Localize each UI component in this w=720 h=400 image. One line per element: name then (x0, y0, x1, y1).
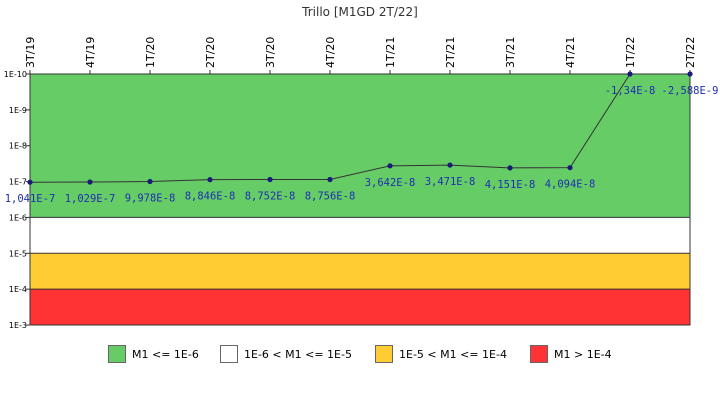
y-tick-label: 1E-6 (9, 213, 27, 222)
data-label: 3,642E-8 (365, 177, 416, 189)
y-tick-label: 1E-5 (9, 249, 27, 258)
y-tick-label: 1E-7 (9, 178, 27, 187)
legend-label: M1 > 1E-4 (554, 348, 612, 361)
data-point (687, 71, 693, 77)
x-tick-label: 3T/20 (264, 37, 277, 68)
chart-title: Trillo [M1GD 2T/22] (301, 5, 418, 19)
y-tick-label: 1E-10 (4, 70, 27, 79)
data-point (627, 71, 633, 77)
legend-label: M1 <= 1E-6 (132, 348, 199, 361)
x-tick-label: 2T/22 (684, 37, 697, 68)
data-line (29, 73, 690, 183)
series-line (29, 73, 690, 183)
data-label: 8,846E-8 (185, 191, 236, 203)
band-1 (30, 217, 690, 254)
data-point (207, 177, 213, 183)
x-tick-label: 2T/20 (204, 37, 217, 68)
data-point (567, 165, 573, 171)
risk-bands (30, 74, 690, 325)
data-point (147, 178, 153, 185)
band-0 (30, 74, 690, 218)
data-labels: 1,041E-7 1,029E-7 9,978E-8 8,846E-8 8,752E-8… (5, 85, 719, 205)
x-tick-label: 1T/20 (144, 37, 157, 68)
data-point (27, 179, 33, 185)
data-point (387, 163, 393, 169)
data-label: 3,471E-8 (425, 176, 476, 188)
data-point (447, 162, 453, 168)
y-tick-label: 1E-4 (9, 285, 27, 294)
y-tick-label: 1E-8 (9, 142, 27, 151)
data-label: 1,029E-7 (65, 193, 116, 205)
legend-swatch-red (530, 345, 548, 363)
data-label: 8,752E-8 (245, 190, 296, 202)
legend-swatch-yellow (375, 345, 393, 363)
legend-label: 1E-5 < M1 <= 1E-4 (399, 348, 507, 361)
plot-frame (29, 73, 691, 326)
x-tick-label: 4T/20 (324, 37, 337, 68)
data-point (507, 165, 513, 171)
data-label: 9,978E-8 (125, 193, 176, 205)
x-tick-label: 1T/21 (384, 37, 397, 68)
x-tick-label: 4T/21 (564, 37, 577, 68)
x-tick-label: 4T/19 (84, 37, 97, 68)
data-point (327, 176, 333, 183)
legend: M1 <= 1E-6 1E-6 < M1 <= 1E-5 1E-5 < M1 <… (0, 345, 720, 367)
data-label: 4,151E-8 (485, 179, 536, 191)
legend-label: 1E-6 < M1 <= 1E-5 (244, 348, 352, 361)
data-point (87, 179, 93, 185)
data-label: 4,094E-8 (545, 179, 596, 191)
legend-swatch-white (220, 345, 238, 363)
axes: 1E-10 1E-9 1E-8 1E-7 1E-6 1E-5 1E-4 1E-3 3T/19 4T… (4, 37, 697, 330)
x-tick-label: 1T/22 (624, 37, 637, 68)
data-label: -2,588E-9 (662, 85, 719, 97)
data-points (27, 71, 693, 185)
y-tick-label: 1E-3 (9, 321, 27, 330)
y-tick-label: 1E-9 (9, 106, 27, 115)
x-tick-label: 3T/21 (504, 37, 517, 68)
data-label: -1,34E-8 (605, 85, 656, 97)
data-label: 1,041E-7 (5, 193, 56, 205)
data-label: 8,756E-8 (305, 191, 356, 203)
data-point (267, 176, 273, 183)
x-tick-label: 3T/19 (24, 37, 37, 68)
band-2 (30, 253, 690, 290)
band-3 (30, 289, 690, 325)
legend-swatch-green (108, 345, 126, 363)
x-tick-label: 2T/21 (444, 37, 457, 68)
